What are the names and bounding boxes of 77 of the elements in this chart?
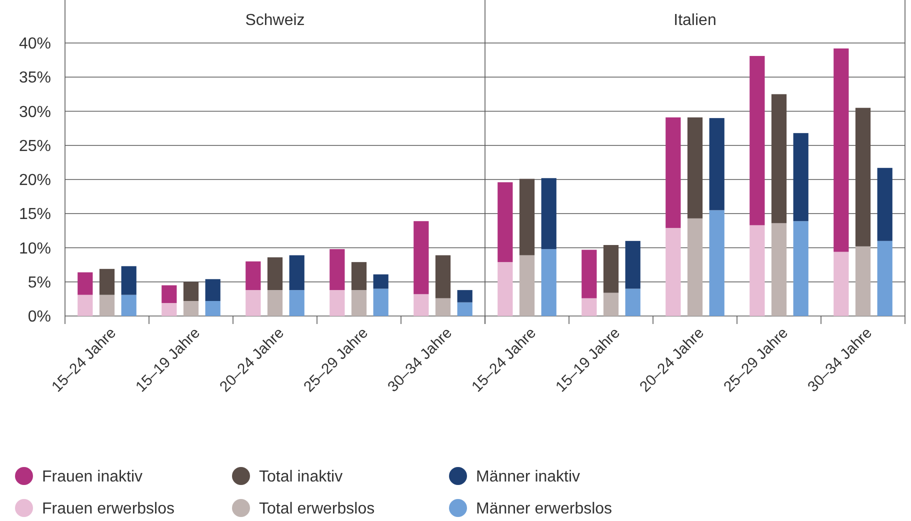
y-tick-label: 30% xyxy=(18,104,51,121)
bar xyxy=(267,290,283,316)
bar xyxy=(793,221,808,316)
bar xyxy=(78,294,93,316)
y-tick-label: 15% xyxy=(18,206,51,224)
bar xyxy=(289,290,304,316)
bar xyxy=(582,298,597,316)
bar xyxy=(771,223,787,316)
bar xyxy=(666,228,681,316)
bar xyxy=(625,240,640,289)
bar xyxy=(603,245,619,293)
bar xyxy=(855,108,871,246)
bar xyxy=(162,285,177,304)
bar xyxy=(435,255,451,298)
bar xyxy=(414,221,429,294)
chart-title: Schweiz xyxy=(245,12,305,29)
bar xyxy=(877,240,892,316)
bar xyxy=(330,249,345,290)
bar xyxy=(771,94,787,224)
bar xyxy=(855,246,871,316)
bar xyxy=(414,294,429,316)
bar xyxy=(373,274,388,289)
bar xyxy=(687,117,703,218)
bar xyxy=(625,288,640,316)
bar xyxy=(373,288,388,316)
bar xyxy=(121,294,136,316)
bar xyxy=(834,252,849,316)
bar xyxy=(99,268,115,295)
bar xyxy=(330,290,345,316)
bar xyxy=(498,262,513,316)
bar xyxy=(246,261,261,290)
y-tick-label: 0% xyxy=(28,308,51,326)
y-tick-label: 25% xyxy=(18,138,51,155)
bar xyxy=(709,210,724,316)
bar xyxy=(183,300,199,316)
legend-label: Frauen inaktiv xyxy=(42,468,142,486)
bar xyxy=(750,56,765,226)
y-tick-label: 35% xyxy=(18,70,51,87)
legend-label: Total erwerbslos xyxy=(259,500,375,518)
y-tick-label: 5% xyxy=(28,274,51,292)
bar xyxy=(687,218,703,316)
bar xyxy=(457,302,472,316)
y-tick-label: 10% xyxy=(18,240,51,258)
bar xyxy=(267,257,283,290)
bar xyxy=(205,279,220,301)
bar xyxy=(498,182,513,262)
bar xyxy=(435,298,451,316)
bar xyxy=(834,48,849,252)
bar xyxy=(351,262,367,290)
bar xyxy=(78,272,93,295)
bar xyxy=(666,117,681,228)
bar xyxy=(289,255,304,290)
bar xyxy=(709,118,724,210)
bar xyxy=(582,250,597,298)
bar xyxy=(519,255,535,316)
bar xyxy=(351,290,367,316)
bar xyxy=(877,168,892,241)
bar xyxy=(603,292,619,316)
bar xyxy=(162,303,177,316)
bar xyxy=(541,249,556,316)
bar xyxy=(519,178,535,256)
bar xyxy=(183,282,199,301)
y-tick-label: 40% xyxy=(18,36,51,53)
legend-label: Männer inaktiv xyxy=(476,468,580,486)
bar xyxy=(205,300,220,316)
bar xyxy=(246,290,261,316)
y-tick-label: 20% xyxy=(18,172,51,190)
bar xyxy=(457,290,472,302)
bar xyxy=(99,294,115,316)
legend-label: Frauen erwerbslos xyxy=(42,500,174,518)
legend-label: Total inaktiv xyxy=(259,468,343,486)
bar xyxy=(121,266,136,295)
bar xyxy=(793,133,808,222)
bar xyxy=(750,225,765,316)
legend-label: Männer erwerbslos xyxy=(476,500,612,518)
chart-title: Italien xyxy=(674,12,716,29)
bar xyxy=(541,178,556,250)
